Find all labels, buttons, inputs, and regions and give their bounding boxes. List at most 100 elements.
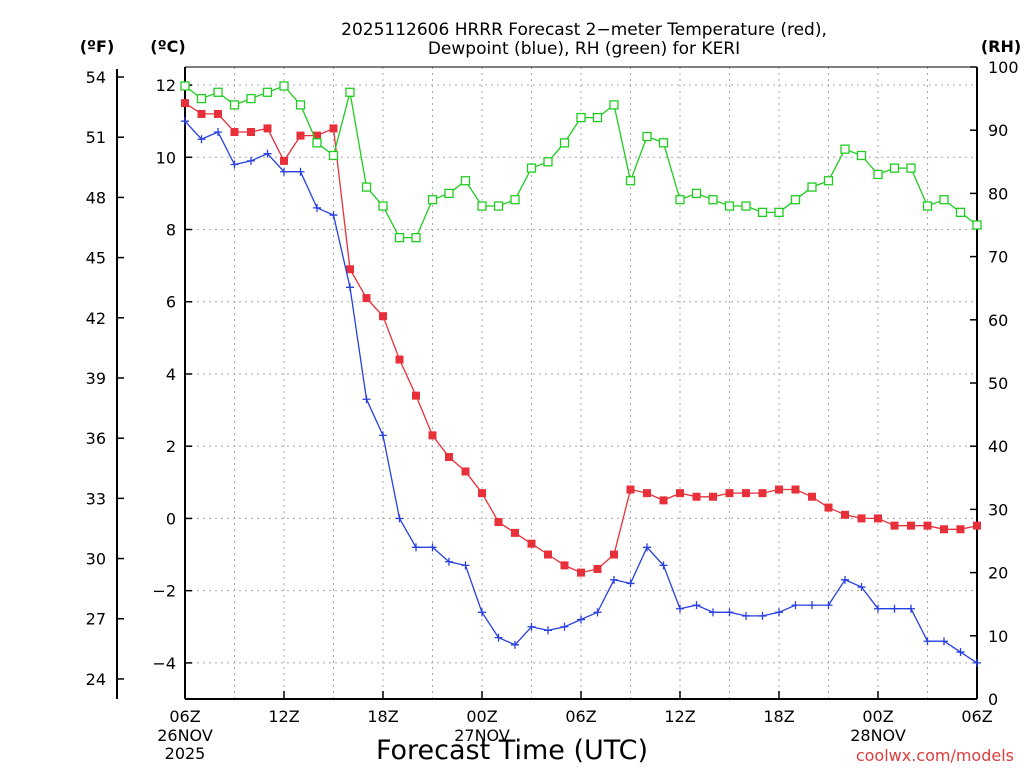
fahrenheit-tick-label: 36	[86, 429, 106, 448]
dewpoint-point	[775, 608, 783, 617]
rh-point	[625, 176, 636, 186]
rh-tick-label: 10	[988, 627, 1008, 646]
rh-point	[708, 195, 718, 205]
rh-point	[427, 195, 438, 205]
dewpoint-point	[214, 128, 222, 137]
rh-tick-label: 20	[988, 564, 1008, 583]
rh-point	[972, 220, 982, 230]
temperature-point	[643, 489, 651, 498]
dewpoint-point	[676, 604, 684, 613]
rh-point	[213, 87, 223, 97]
rh-point	[246, 93, 256, 104]
temperature-point	[956, 525, 965, 534]
x-tick-label: 12Z	[268, 707, 299, 726]
rh-point	[180, 81, 190, 91]
rh-point	[394, 232, 405, 243]
fahrenheit-tick-label: 48	[86, 188, 106, 207]
data-series	[180, 81, 982, 667]
rh-point	[675, 195, 685, 205]
dewpoint-point	[560, 622, 569, 631]
x-tick-label: 06Z	[961, 707, 992, 726]
dewpoint-point	[791, 601, 800, 610]
celsius-tick-label: 8	[166, 221, 176, 240]
x-tick-label: 18Z	[763, 707, 794, 726]
dewpoint-point	[659, 561, 668, 570]
date-label: 26NOV	[157, 726, 213, 745]
temperature-point	[181, 99, 189, 108]
dewpoint-point	[527, 622, 536, 631]
credit-text: coolwx.com/models	[856, 746, 1014, 765]
rh-point	[543, 157, 553, 167]
rh-point	[576, 112, 586, 123]
fahrenheit-tick-label: 51	[86, 128, 106, 147]
x-tick-label: 12Z	[664, 707, 695, 726]
dewpoint-point	[593, 608, 602, 617]
rh-point	[823, 176, 834, 186]
celsius-tick-label: 12	[156, 76, 176, 95]
rh-point	[856, 150, 867, 161]
celsius-tick-label: −2	[152, 582, 176, 601]
celsius-tick-label: 10	[156, 148, 176, 167]
dewpoint-point	[841, 575, 849, 584]
rh-tick-label: 30	[988, 500, 1008, 519]
temperature-point	[874, 514, 882, 523]
temperature-point	[230, 128, 239, 137]
x-axis-title: Forecast Time (UTC)	[376, 735, 648, 766]
temperature-point	[577, 568, 585, 577]
temperature-point	[445, 453, 453, 462]
chart-title-line2: Dewpoint (blue), RH (green) for KERI	[428, 39, 740, 59]
tick-labels: 121086420−2−4545148454239363330272410090…	[86, 58, 1019, 763]
chart-title-line1: 2025112606 HRRR Forecast 2−meter Tempera…	[341, 20, 827, 40]
rh-point	[279, 81, 289, 91]
dewpoint-point	[412, 543, 420, 552]
temperature-point	[280, 156, 288, 165]
dewpoint-point	[577, 615, 585, 624]
dewpoint-point	[758, 611, 767, 620]
dewpoint-point	[247, 156, 255, 165]
temperature-point	[214, 109, 222, 118]
temperature-point	[544, 550, 552, 559]
fahrenheit-tick-label: 30	[86, 550, 106, 569]
temperature-point	[923, 521, 932, 530]
rh-point	[658, 138, 669, 148]
fahrenheit-tick-label: 33	[86, 489, 106, 508]
fahrenheit-tick-label: 42	[86, 309, 106, 328]
dewpoint-point	[445, 557, 453, 566]
temperature-point	[511, 528, 519, 537]
dewpoint-point	[890, 604, 899, 613]
temperature-point	[676, 489, 684, 498]
dewpoint-point	[263, 149, 272, 158]
dewpoint-point	[362, 395, 371, 404]
dewpoint-point	[643, 543, 651, 552]
temperature-point	[626, 485, 635, 494]
rh-point	[295, 100, 306, 110]
rh-point	[361, 182, 372, 192]
dewpoint-point	[709, 608, 717, 617]
temperature-point	[742, 489, 750, 498]
rh-tick-label: 40	[988, 437, 1008, 456]
dewpoint-point	[428, 543, 437, 552]
celsius-tick-label: 0	[166, 509, 176, 528]
rh-point	[741, 201, 751, 211]
temperature-point	[890, 521, 899, 530]
dewpoint-point	[478, 608, 486, 617]
temperature-point	[857, 514, 866, 523]
rh-point	[774, 207, 784, 218]
chart-axes	[116, 66, 978, 700]
temperature-point	[346, 265, 354, 274]
temperature-point	[478, 489, 486, 498]
temperature-point	[791, 485, 800, 494]
dewpoint-point	[742, 611, 750, 620]
temperature-point	[461, 467, 470, 476]
fahrenheit-tick-label: 27	[86, 610, 106, 629]
dewpoint-point	[346, 283, 354, 292]
x-tick-label: 06Z	[169, 707, 200, 726]
temperature-point	[775, 485, 783, 494]
dewpoint-point	[461, 561, 470, 570]
temperature-point	[362, 294, 371, 303]
rh-point	[411, 232, 421, 243]
x-tick-label: 06Z	[565, 707, 596, 726]
temperature-point	[560, 561, 569, 570]
